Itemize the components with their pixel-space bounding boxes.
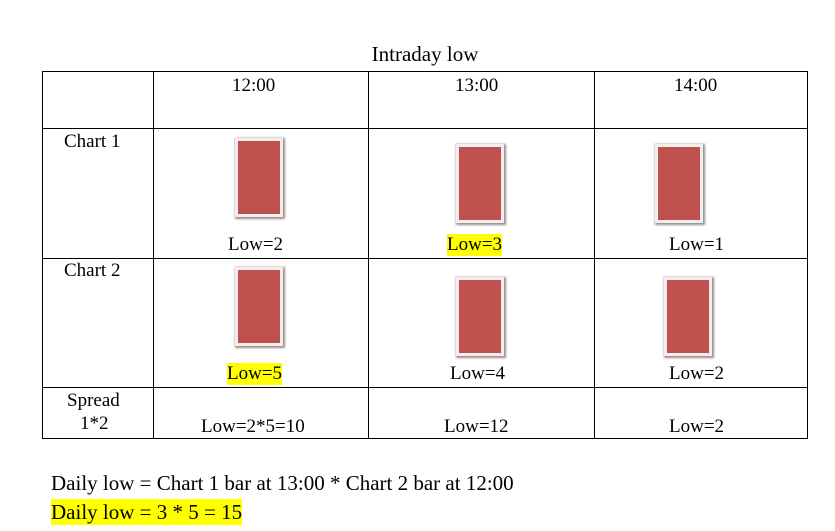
table-border-top <box>42 71 808 72</box>
chart-2-low-1200: Low=5 <box>227 363 283 385</box>
row-divider <box>42 258 808 259</box>
column-header-1400: 14:00 <box>674 75 718 96</box>
table-border-right <box>807 71 808 439</box>
chart-1-bar-1400 <box>655 144 703 223</box>
chart-1-bar-1200 <box>235 138 283 217</box>
row-divider <box>42 128 808 129</box>
column-divider <box>153 71 154 439</box>
intraday-table: 12:00 13:00 14:00 Chart 1 Chart 2 Spread… <box>42 71 808 439</box>
row-label-spread-formula: 1*2 <box>80 413 109 434</box>
row-label-spread: Spread <box>67 390 120 411</box>
chart-2-bar-1200 <box>235 267 283 346</box>
daily-low-formula: Daily low = Chart 1 bar at 13:00 * Chart… <box>51 471 514 495</box>
table-border-left <box>42 71 43 439</box>
table-title: Intraday low <box>371 42 479 66</box>
table-border-bottom <box>42 438 808 439</box>
column-header-1300: 13:00 <box>455 75 499 96</box>
row-divider <box>42 387 808 388</box>
chart-1-low-1400: Low=1 <box>669 234 725 255</box>
spread-low-1200: Low=2*5=10 <box>201 416 305 437</box>
column-divider <box>594 71 595 439</box>
row-label-chart-1: Chart 1 <box>64 131 121 152</box>
chart-2-bar-1400 <box>664 277 712 356</box>
daily-low-result: Daily low = 3 * 5 = 15 <box>51 499 243 525</box>
spread-low-1300: Low=12 <box>444 416 509 437</box>
chart-1-bar-1300 <box>456 144 504 223</box>
chart-2-bar-1300 <box>456 277 504 356</box>
chart-2-low-1300: Low=4 <box>450 363 506 384</box>
row-label-chart-2: Chart 2 <box>64 260 121 281</box>
chart-1-low-1200: Low=2 <box>228 234 284 255</box>
chart-1-low-1300: Low=3 <box>447 234 503 256</box>
column-header-1200: 12:00 <box>232 75 276 96</box>
chart-2-low-1400: Low=2 <box>669 363 725 384</box>
spread-low-1400: Low=2 <box>669 416 725 437</box>
column-divider <box>368 71 369 439</box>
